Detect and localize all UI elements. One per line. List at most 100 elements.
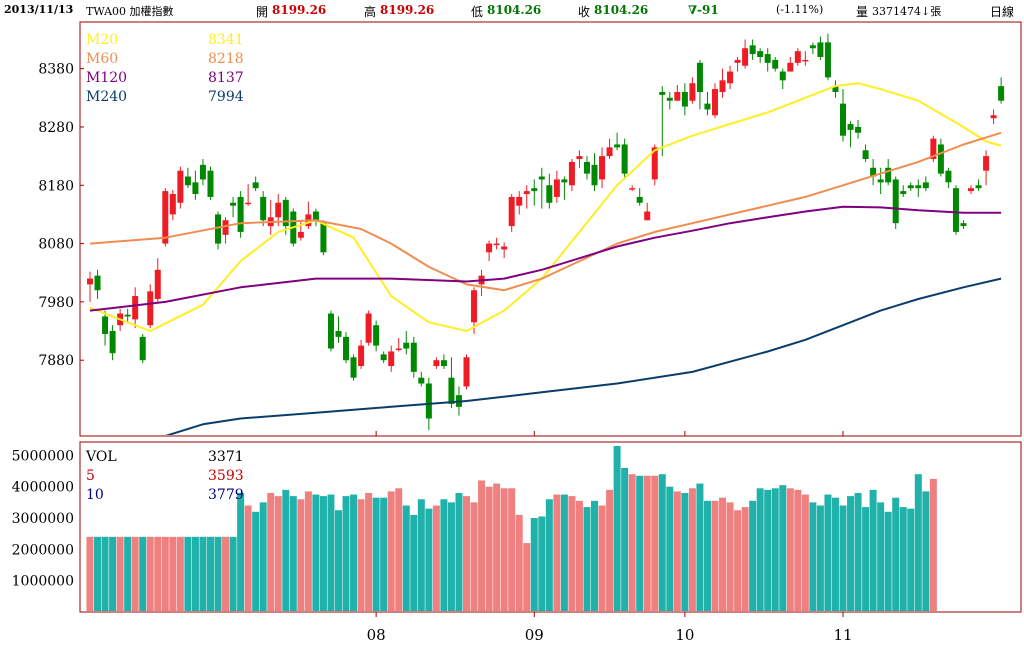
symbol-name: TWA00 加權指數 [86, 5, 174, 18]
candle-body [749, 45, 756, 55]
volume-bar [553, 494, 561, 611]
candle-body [727, 71, 734, 84]
price-legend-value: 8218 [208, 51, 244, 67]
candle-body [343, 336, 350, 361]
candle-body [154, 269, 161, 299]
candle-body [832, 86, 839, 92]
candle-body [704, 103, 711, 110]
candle-body [968, 188, 975, 192]
candle-body [388, 351, 395, 367]
candle-body [531, 188, 538, 192]
volume-bar [711, 500, 719, 611]
volume-bar [666, 486, 674, 611]
volume-bar [673, 491, 681, 611]
volume-bar [380, 497, 388, 611]
candle-body [87, 278, 93, 285]
change-value: ∇-91 [688, 3, 719, 17]
candle-body [561, 179, 568, 183]
volume-tick-label: 4000000 [12, 480, 74, 496]
candle-body [94, 275, 101, 291]
volume-bar [485, 486, 493, 611]
volume-bar [297, 499, 305, 611]
low-label: 低 [471, 5, 484, 19]
volume-bar [206, 536, 214, 611]
close-value: 8104.26 [594, 3, 649, 17]
volume-tick-label: 1000000 [12, 574, 74, 590]
candle-body [139, 336, 146, 361]
high-value: 8199.26 [380, 3, 435, 17]
low-value: 8104.26 [487, 3, 542, 17]
volume-bar [831, 497, 839, 611]
candle-body [809, 45, 816, 49]
candle-body [365, 313, 372, 343]
price-legend-value: 8137 [208, 70, 244, 86]
candle-body [237, 196, 244, 232]
volume-bar [892, 497, 900, 611]
candle-body [862, 150, 869, 160]
candle-body [440, 360, 447, 367]
volume-bar [606, 489, 614, 611]
volume-bar [688, 488, 696, 611]
candle-body [900, 191, 907, 195]
candle-body [177, 170, 184, 203]
price-legend-name: M240 [86, 89, 127, 105]
candle-body [689, 83, 696, 101]
volume-bar [523, 543, 531, 611]
volume-bar [154, 536, 162, 611]
candle-body [576, 156, 583, 160]
price-legend-name: M120 [86, 70, 127, 86]
candle-body [538, 176, 545, 180]
volume-bar [801, 494, 809, 611]
candle-body [674, 91, 681, 101]
volume-bar [214, 536, 222, 611]
volume-bar [124, 536, 132, 611]
high-label: 高 [364, 5, 377, 19]
candle-body [373, 325, 380, 346]
candle-body [779, 71, 786, 81]
volume-bar [854, 492, 862, 611]
close-label: 收 [578, 5, 591, 19]
candle-body [922, 182, 929, 189]
volume-bar [613, 446, 621, 611]
volume-bar [259, 502, 267, 611]
volume-bar [267, 492, 275, 611]
candle-body [433, 360, 440, 367]
candle-body [855, 126, 862, 133]
price-legend-name: M60 [86, 51, 118, 67]
candle-body [915, 185, 922, 189]
price-tick-label: 7880 [38, 353, 74, 369]
candle-body [380, 354, 387, 361]
candle-body [817, 42, 824, 57]
date-tick-label: 11 [833, 626, 852, 644]
volume-value: 3371474↓張 [872, 5, 942, 18]
candle-body [666, 97, 673, 101]
candle-body [591, 164, 598, 186]
candle-body [870, 167, 877, 177]
candle-body [644, 211, 651, 221]
volume-bar [304, 491, 312, 611]
volume-bar [621, 467, 629, 611]
volume-bar [86, 536, 94, 611]
volume-bar [109, 536, 117, 611]
candle-body [508, 196, 515, 227]
volume-tick-label: 3000000 [12, 511, 74, 527]
candle-body [937, 144, 944, 174]
volume-bar [342, 496, 350, 611]
candle-body [734, 59, 741, 63]
candle-body [215, 214, 222, 244]
volume-bar [350, 494, 358, 611]
candle-body [162, 191, 169, 244]
candle-body [471, 290, 478, 323]
volume-bar [816, 505, 824, 611]
candle-body [614, 144, 621, 148]
volume-bar [719, 497, 727, 611]
candle-body [327, 313, 334, 349]
change-percent: (-1.11%) [776, 3, 824, 16]
volume-bar [877, 502, 885, 611]
volume-bar [372, 497, 380, 611]
volume-bar [425, 508, 433, 611]
candle-body [885, 167, 892, 183]
volume-bar [101, 536, 109, 611]
volume-bar [515, 514, 523, 611]
candle-body [794, 51, 801, 63]
